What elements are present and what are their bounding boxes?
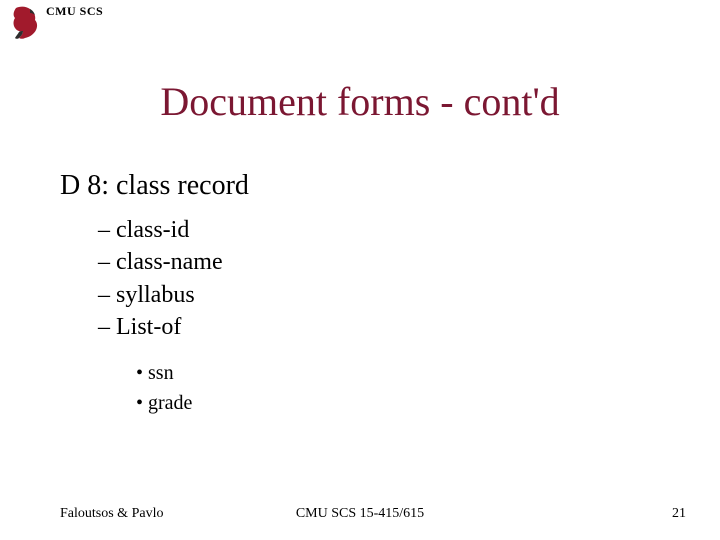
outline-level3-group: ssn grade: [136, 358, 660, 418]
header-label: CMU SCS: [46, 4, 103, 19]
slide-header: CMU SCS: [10, 6, 103, 40]
footer-page-number: 21: [672, 506, 686, 522]
outline-level3-item: grade: [136, 388, 660, 418]
outline-level2-item: – class-id: [98, 214, 660, 246]
outline-level2-item: – syllabus: [98, 279, 660, 311]
slide-body: D 8: class record – class-id – class-nam…: [60, 170, 660, 418]
slide-title: Document forms - cont'd: [0, 78, 720, 125]
outline-level1: D 8: class record: [60, 170, 660, 202]
outline-level3-item: ssn: [136, 358, 660, 388]
footer-course: CMU SCS 15-415/615: [0, 506, 720, 522]
griffin-icon: [10, 6, 40, 40]
outline-level2-item: – class-name: [98, 246, 660, 278]
outline-level2-item: – List-of: [98, 311, 660, 343]
outline-level2-group: – class-id – class-name – syllabus – Lis…: [98, 214, 660, 418]
slide: CMU SCS Document forms - cont'd D 8: cla…: [0, 0, 720, 540]
